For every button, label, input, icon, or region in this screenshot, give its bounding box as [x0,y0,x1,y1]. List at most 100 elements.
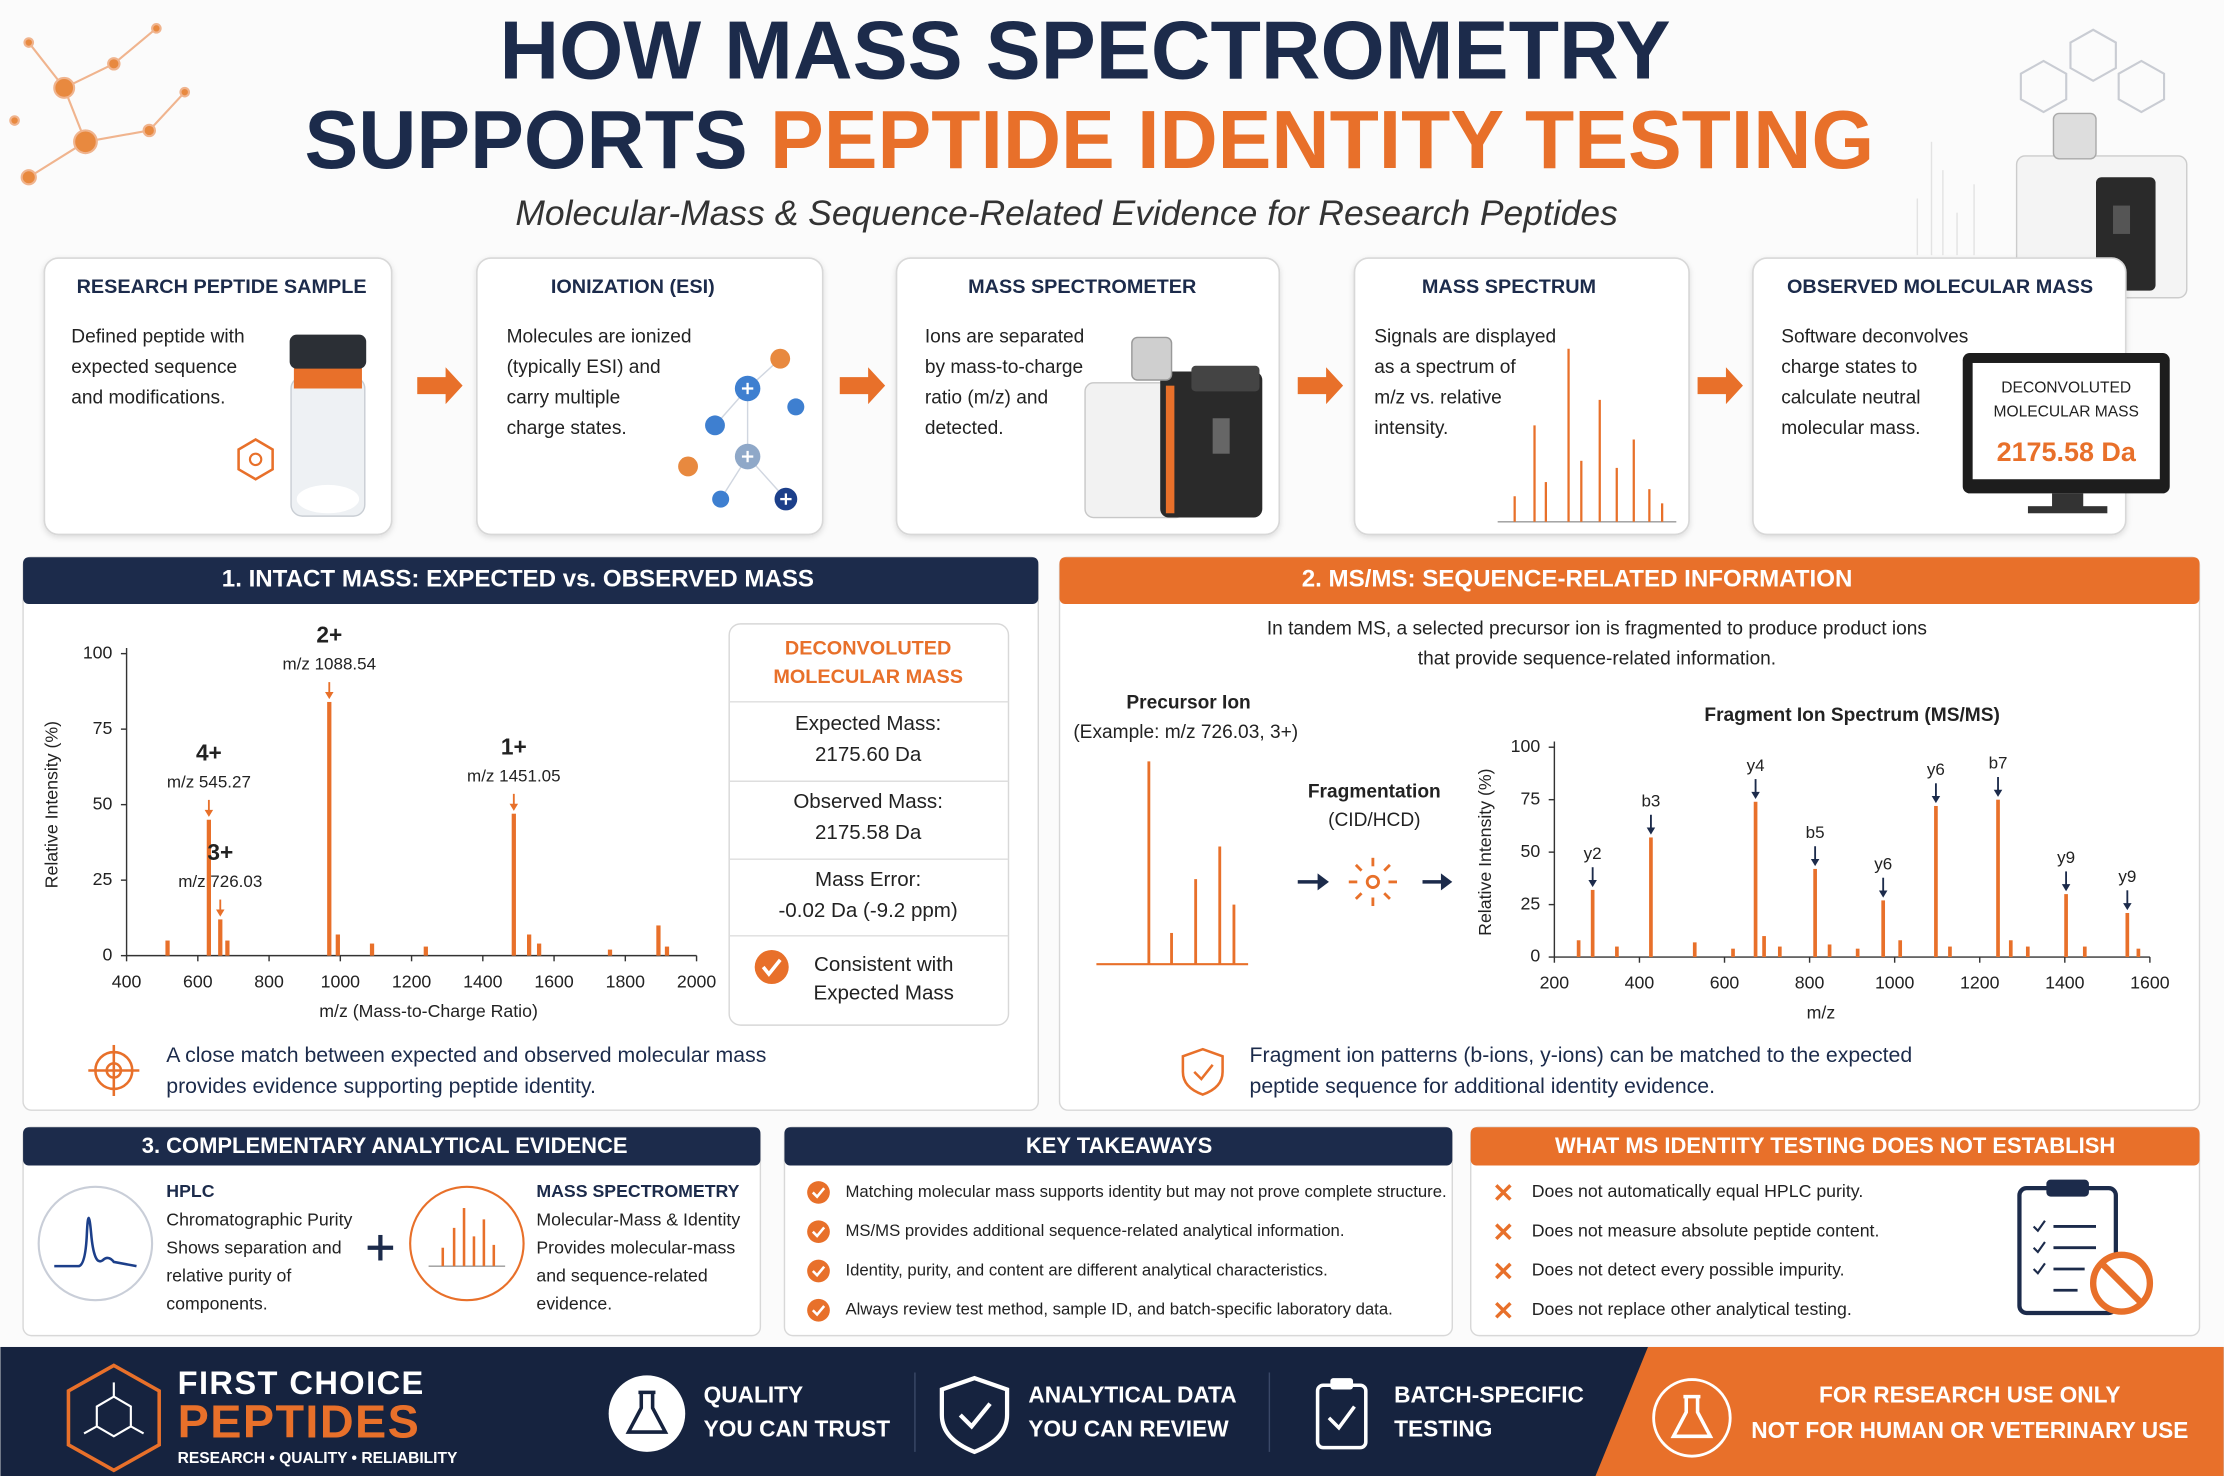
annotation-text: m/z 1451.05 [467,766,561,785]
x-tick-label: 1400 [463,971,503,991]
x-tick-label: 400 [112,971,142,991]
decoration [113,27,158,65]
peak [225,940,230,956]
molecule-decoration [9,23,191,186]
step-title: RESEARCH PEPTIDE SAMPLE [77,276,367,298]
decoration [2113,205,2131,234]
monitor-illustration [1962,353,2170,514]
decoration [417,367,463,405]
screen-text: DECONVOLUTED [2001,380,2131,397]
decoration [1972,362,2160,480]
decoration [625,1390,669,1434]
peak [218,919,223,956]
decoration [54,1216,137,1268]
peak [656,925,661,956]
decoration [428,1208,506,1267]
annotation-text: m/z 545.27 [167,772,251,791]
annotation-arrowhead [1931,796,1941,804]
annotation-label: b5 [1806,823,1825,842]
decoration [237,438,274,481]
peak [369,943,375,956]
decoration [1212,418,1230,454]
result-dividers [729,701,1009,937]
decoration [608,1375,686,1452]
peak [607,949,613,956]
decoration [1165,385,1175,514]
decoration [2053,1225,2096,1292]
plus-icon [367,1234,394,1261]
annotation-arrowhead [509,803,519,811]
peak [2064,894,2068,958]
annotation-label: b3 [1641,792,1660,811]
section-header-bar [1470,1127,2200,1166]
decoration [1354,892,1363,900]
annotation-arrowhead [204,809,214,817]
limitation: Does not replace other analytical testin… [1532,1299,1852,1319]
decoration [2052,493,2084,508]
x-icon [1495,1223,1512,1240]
badge-text: YOU CAN REVIEW [1028,1416,1229,1442]
badge-text: BATCH-SPECIFIC [1394,1382,1584,1408]
decoration [2032,1241,2046,1254]
annotation-arrowhead [1646,827,1656,835]
shield-icon [1181,1047,1224,1096]
annotation-arrowhead [1751,791,1760,799]
decoration [53,76,76,99]
peak [2125,912,2130,958]
decoration [1383,863,1391,872]
y-tick-label: 100 [1511,736,1541,756]
decoration [9,115,20,126]
peak [327,701,332,956]
step-text: detected. [925,418,1004,439]
notice: FOR RESEARCH USE ONLY [1819,1382,2121,1408]
decoration [73,129,98,155]
x-tick-label: 1000 [1875,973,1915,993]
step-title: OBSERVED MOLECULAR MASS [1787,276,2093,298]
brand: FIRST CHOICE [178,1364,425,1401]
step-text: Signals are displayed [1374,327,1556,348]
decoration [770,348,791,369]
section-heading: 3. COMPLEMENTARY ANALYTICAL EVIDENCE [142,1133,628,1158]
decoration [1191,365,1260,392]
annotation-label: y6 [1927,760,1945,779]
brand-accent: PEPTIDES [178,1395,421,1447]
section-heading: KEY TAKEAWAYS [1026,1133,1212,1158]
peak [1753,801,1758,958]
decoration [1697,367,1743,405]
decoration [289,334,367,369]
takeaway: Identity, purity, and content are differ… [845,1260,1327,1279]
tagline: RESEARCH • QUALITY • RELIABILITY [178,1450,458,1467]
decoration [2032,1262,2046,1275]
decoration [2032,1220,2046,1275]
decoration [83,1382,145,1438]
check-icon [807,1259,830,1283]
peak [335,934,340,956]
evidence-title: HPLC [166,1181,214,1201]
peak [1948,946,1952,958]
section-heading: 1. INTACT MASS: EXPECTED vs. OBSERVED MA… [222,565,814,592]
x-tick-label: 1800 [606,971,646,991]
x-tick-label: 600 [183,971,213,991]
x-tick-label: 1400 [2045,973,2085,993]
step-text: ratio (m/z) and [925,387,1048,408]
x-tick-label: 1200 [1960,973,2000,993]
x-tick-label: 400 [1625,973,1655,993]
annotation-label: b7 [1989,754,2008,773]
panel-title: DECONVOLUTED [785,638,951,660]
x-tick-label: 800 [1795,973,1825,993]
check-icon [807,1298,830,1322]
fragmentation-note: (CID/HCD) [1328,810,1420,831]
section-header-bar [23,557,1039,605]
decoration [939,1375,1010,1455]
decoration [151,23,162,34]
annotation-arrowhead [1810,859,1820,867]
section-heading: WHAT MS IDENTITY TESTING DOES NOT ESTABL… [1555,1133,2115,1158]
step-text: by mass-to-charge [925,357,1083,378]
step-text: Ions are separated [925,327,1084,348]
decoration [1348,857,1397,907]
title-part: SUPPORTS [305,95,748,186]
y-tick-label: 0 [103,944,113,964]
step-text: m/z vs. relative [1374,387,1502,408]
note: peptide sequence for additional identity… [1250,1074,1715,1098]
section-panel [1058,556,2201,1111]
